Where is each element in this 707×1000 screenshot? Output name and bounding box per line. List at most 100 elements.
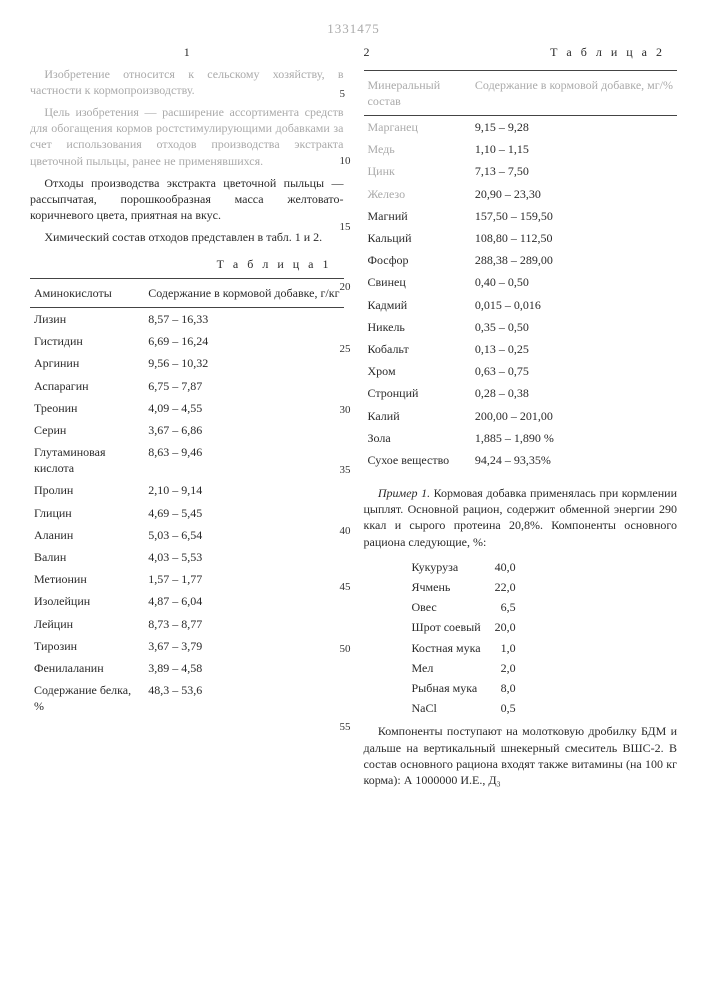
col2-number: 2 xyxy=(364,44,370,60)
amino-name: Лизин xyxy=(30,307,144,330)
mineral-value: 0,28 – 0,38 xyxy=(471,382,677,404)
ration-body: Кукуруза40,0Ячмень22,0Овес6,5Шрот соевый… xyxy=(406,558,522,718)
amino-value: 3,67 – 6,86 xyxy=(144,419,343,441)
table-row: Стронций0,28 – 0,38 xyxy=(364,382,678,404)
ration-value: 22,0 xyxy=(489,578,522,596)
table-row: Марганец9,15 – 9,28 xyxy=(364,116,678,139)
mineral-value: 0,015 – 0,016 xyxy=(471,294,677,316)
table1-header-right: Содержание в кормовой добавке, г/кг xyxy=(144,278,343,307)
amino-value: 4,69 – 5,45 xyxy=(144,502,343,524)
ration-value: 6,5 xyxy=(489,598,522,616)
table-row: Треонин4,09 – 4,55 xyxy=(30,397,344,419)
mineral-name: Фосфор xyxy=(364,249,471,271)
mineral-name: Свинец xyxy=(364,271,471,293)
table-row: Хром0,63 – 0,75 xyxy=(364,360,678,382)
mineral-value: 7,13 – 7,50 xyxy=(471,160,677,182)
patent-number: 1331475 xyxy=(30,20,677,38)
ration-name: NaCl xyxy=(406,699,487,717)
table1-body: Лизин8,57 – 16,33Гистидин6,69 – 16,24Арг… xyxy=(30,307,344,717)
col1-para-4: Химический состав отходов представлен в … xyxy=(30,229,344,245)
amino-value: 2,10 – 9,14 xyxy=(144,479,343,501)
ration-table: Кукуруза40,0Ячмень22,0Овес6,5Шрот соевый… xyxy=(404,556,524,720)
table-row: Метионин1,57 – 1,77 xyxy=(30,568,344,590)
table-row: Изолейцин4,87 – 6,04 xyxy=(30,590,344,612)
table2-header-left: Минеральный состав xyxy=(364,70,471,115)
col1-para-1: Изобретение относится к сельскому хозяйс… xyxy=(30,66,344,98)
table-row: Цинк7,13 – 7,50 xyxy=(364,160,678,182)
col1-para-2: Цель изобретения — расширение ассортимен… xyxy=(30,104,344,169)
table-row: Костная мука1,0 xyxy=(406,639,522,657)
amino-name: Лейцин xyxy=(30,613,144,635)
example-title: Пример 1. xyxy=(378,486,430,500)
amino-name: Гистидин xyxy=(30,330,144,352)
amino-name: Изолейцин xyxy=(30,590,144,612)
ration-value: 2,0 xyxy=(489,659,522,677)
mineral-name: Сухое вещество xyxy=(364,449,471,471)
amino-name: Валин xyxy=(30,546,144,568)
amino-value: 6,75 – 7,87 xyxy=(144,375,343,397)
ration-name: Кукуруза xyxy=(406,558,487,576)
mineral-value: 0,35 – 0,50 xyxy=(471,316,677,338)
mineral-name: Кальций xyxy=(364,227,471,249)
ration-value: 1,0 xyxy=(489,639,522,657)
mineral-name: Кобальт xyxy=(364,338,471,360)
amino-value: 3,89 – 4,58 xyxy=(144,657,343,679)
line-number: 45 xyxy=(340,580,351,595)
mineral-value: 94,24 – 93,35% xyxy=(471,449,677,471)
amino-value: 8,57 – 16,33 xyxy=(144,307,343,330)
table2-header-row: Минеральный состав Содержание в кормовой… xyxy=(364,70,678,115)
amino-value: 4,09 – 4,55 xyxy=(144,397,343,419)
table1: Аминокислоты Содержание в кормовой добав… xyxy=(30,278,344,718)
table2-title: Т а б л и ц а 2 xyxy=(550,44,665,60)
table-row: Фенилаланин3,89 – 4,58 xyxy=(30,657,344,679)
amino-value: 8,63 – 9,46 xyxy=(144,441,343,479)
table-row: Аргинин9,56 – 10,32 xyxy=(30,352,344,374)
mineral-value: 20,90 – 23,30 xyxy=(471,183,677,205)
mineral-value: 0,13 – 0,25 xyxy=(471,338,677,360)
amino-value: 6,69 – 16,24 xyxy=(144,330,343,352)
amino-name: Аргинин xyxy=(30,352,144,374)
right-column: 2 Т а б л и ц а 2 Минеральный состав Сод… xyxy=(364,44,678,795)
table-row: Сухое вещество94,24 – 93,35% xyxy=(364,449,678,471)
table-row: Аспарагин6,75 – 7,87 xyxy=(30,375,344,397)
table-row: Зола1,885 – 1,890 % xyxy=(364,427,678,449)
amino-name: Глутаминовая кислота xyxy=(30,441,144,479)
table-row: Кадмий0,015 – 0,016 xyxy=(364,294,678,316)
columns: 1 Изобретение относится к сельскому хозя… xyxy=(30,44,677,795)
left-column: 1 Изобретение относится к сельскому хозя… xyxy=(30,44,344,795)
amino-name: Тирозин xyxy=(30,635,144,657)
amino-name: Содержание белка, % xyxy=(30,679,144,717)
ration-name: Овес xyxy=(406,598,487,616)
amino-name: Глицин xyxy=(30,502,144,524)
amino-name: Аспарагин xyxy=(30,375,144,397)
line-number: 55 xyxy=(340,720,351,735)
amino-value: 4,03 – 5,53 xyxy=(144,546,343,568)
col2-para-after: Компоненты поступают на молотковую дроби… xyxy=(364,723,678,788)
line-number: 35 xyxy=(340,463,351,478)
line-number: 5 xyxy=(340,87,346,102)
line-number: 10 xyxy=(340,154,351,169)
ration-name: Ячмень xyxy=(406,578,487,596)
table-row: Серин3,67 – 6,86 xyxy=(30,419,344,441)
line-number: 20 xyxy=(340,280,351,295)
table-row: NaCl0,5 xyxy=(406,699,522,717)
amino-value: 4,87 – 6,04 xyxy=(144,590,343,612)
table-row: Тирозин3,67 – 3,79 xyxy=(30,635,344,657)
line-number: 25 xyxy=(340,342,351,357)
line-number: 50 xyxy=(340,642,351,657)
table-row: Кукуруза40,0 xyxy=(406,558,522,576)
amino-name: Фенилаланин xyxy=(30,657,144,679)
line-number: 15 xyxy=(340,220,351,235)
ration-name: Мел xyxy=(406,659,487,677)
mineral-value: 0,63 – 0,75 xyxy=(471,360,677,382)
table-row: Железо20,90 – 23,30 xyxy=(364,183,678,205)
ration-value: 20,0 xyxy=(489,618,522,636)
amino-name: Треонин xyxy=(30,397,144,419)
table-row: Ячмень22,0 xyxy=(406,578,522,596)
ration-value: 40,0 xyxy=(489,558,522,576)
amino-value: 1,57 – 1,77 xyxy=(144,568,343,590)
mineral-value: 200,00 – 201,00 xyxy=(471,405,677,427)
mineral-name: Зола xyxy=(364,427,471,449)
mineral-name: Никель xyxy=(364,316,471,338)
mineral-value: 288,38 – 289,00 xyxy=(471,249,677,271)
